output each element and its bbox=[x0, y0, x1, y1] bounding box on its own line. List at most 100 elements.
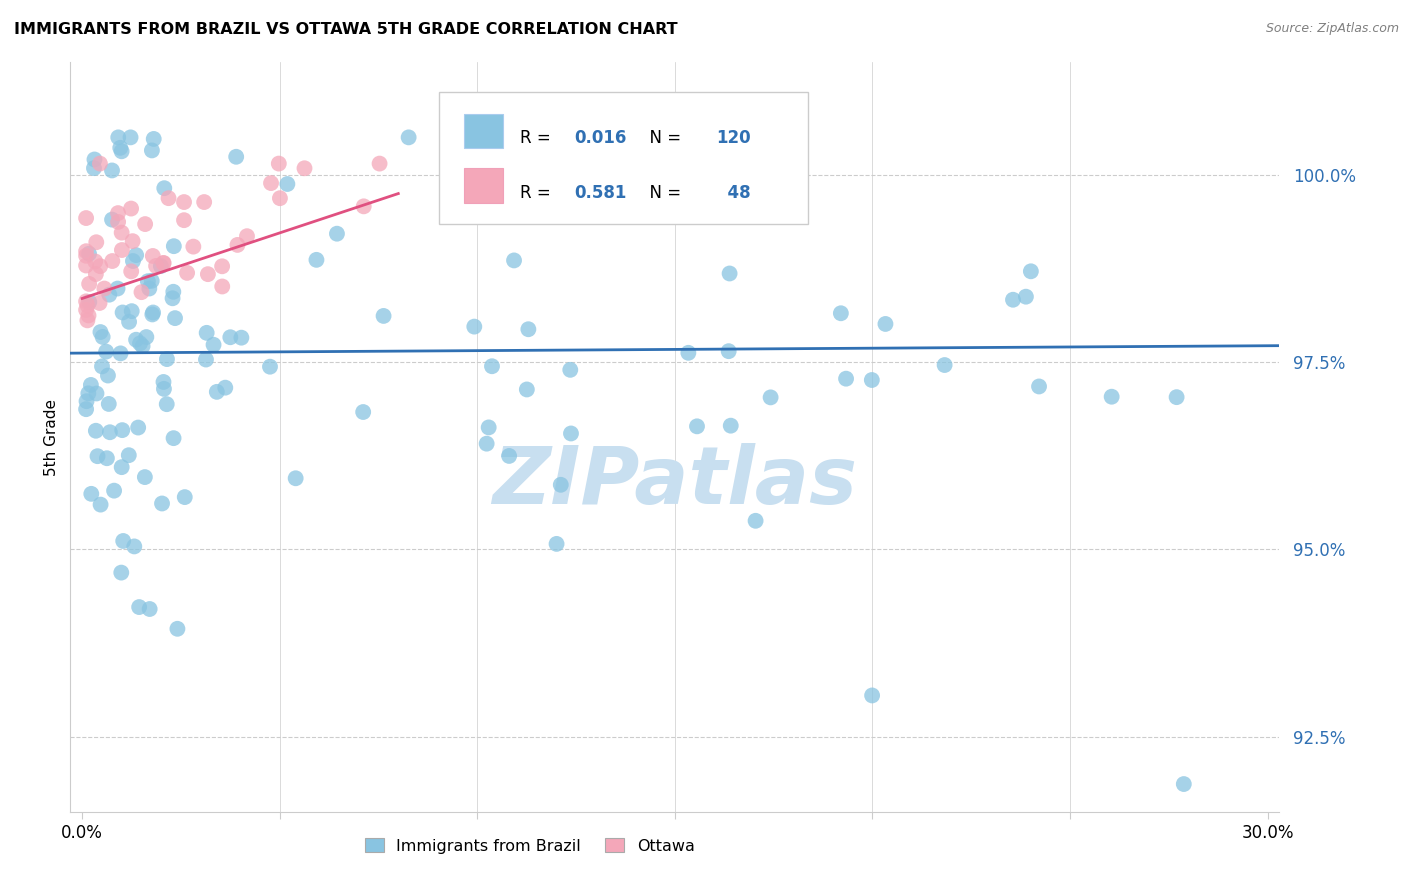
Point bbox=[163, 239, 186, 253]
Point bbox=[276, 177, 298, 191]
Point bbox=[84, 254, 107, 268]
Point bbox=[205, 384, 228, 399]
Point bbox=[284, 471, 307, 485]
Point bbox=[305, 252, 328, 267]
Point bbox=[75, 294, 97, 309]
Point bbox=[517, 322, 540, 336]
Point bbox=[101, 254, 124, 268]
Point bbox=[352, 405, 374, 419]
Point bbox=[141, 144, 163, 158]
Point bbox=[214, 381, 236, 395]
Point bbox=[744, 514, 766, 528]
Point bbox=[260, 176, 283, 190]
Point bbox=[138, 602, 160, 616]
Text: R =: R = bbox=[520, 129, 557, 147]
Point bbox=[211, 260, 233, 274]
Point bbox=[101, 212, 124, 227]
Point bbox=[107, 206, 129, 220]
Point bbox=[91, 330, 114, 344]
Point bbox=[110, 145, 132, 159]
Point bbox=[111, 305, 134, 319]
Point bbox=[118, 448, 141, 462]
Point bbox=[398, 130, 420, 145]
Point bbox=[197, 267, 219, 281]
Point bbox=[481, 359, 503, 374]
Point bbox=[546, 537, 568, 551]
Point bbox=[153, 181, 176, 195]
Point bbox=[77, 246, 100, 260]
Point bbox=[75, 259, 97, 273]
Point bbox=[124, 540, 146, 554]
Text: Source: ZipAtlas.com: Source: ZipAtlas.com bbox=[1265, 22, 1399, 36]
Point bbox=[121, 234, 143, 248]
Point bbox=[111, 460, 134, 475]
Point bbox=[142, 249, 165, 263]
Point bbox=[103, 483, 125, 498]
Point bbox=[97, 397, 120, 411]
Point bbox=[134, 470, 156, 484]
Y-axis label: 5th Grade: 5th Grade bbox=[44, 399, 59, 475]
Point bbox=[231, 331, 253, 345]
Point bbox=[875, 317, 897, 331]
Point bbox=[96, 451, 118, 466]
Point bbox=[1001, 293, 1024, 307]
Point bbox=[152, 256, 174, 270]
Point bbox=[1166, 390, 1188, 404]
Point bbox=[145, 259, 167, 273]
Point bbox=[236, 229, 259, 244]
Point bbox=[125, 333, 148, 347]
Point bbox=[150, 496, 173, 510]
Point bbox=[560, 363, 582, 377]
Point bbox=[79, 295, 101, 310]
Point bbox=[1101, 390, 1123, 404]
Point bbox=[166, 622, 188, 636]
Point bbox=[80, 378, 103, 392]
Text: R =: R = bbox=[520, 184, 557, 202]
Point bbox=[368, 156, 391, 170]
Point bbox=[720, 418, 742, 433]
Point bbox=[718, 267, 741, 281]
Text: 48: 48 bbox=[716, 184, 751, 202]
Point bbox=[141, 308, 163, 322]
Text: ZIPatlas: ZIPatlas bbox=[492, 443, 858, 521]
Point bbox=[162, 291, 184, 305]
Point bbox=[353, 199, 375, 213]
Point bbox=[934, 358, 956, 372]
Point bbox=[107, 130, 129, 145]
Point bbox=[153, 382, 176, 396]
Point bbox=[202, 337, 225, 351]
Point bbox=[269, 191, 291, 205]
Point bbox=[194, 352, 217, 367]
Point bbox=[89, 156, 111, 170]
Point bbox=[835, 372, 858, 386]
Point bbox=[97, 368, 120, 383]
Point bbox=[110, 141, 132, 155]
Text: 0.016: 0.016 bbox=[575, 129, 627, 147]
Point bbox=[294, 161, 316, 176]
Point bbox=[717, 344, 740, 359]
Point bbox=[131, 285, 153, 300]
FancyBboxPatch shape bbox=[464, 168, 503, 202]
Point bbox=[463, 319, 485, 334]
Point bbox=[173, 195, 195, 210]
Point bbox=[162, 285, 184, 299]
Point bbox=[163, 311, 186, 326]
FancyBboxPatch shape bbox=[439, 93, 808, 224]
Point bbox=[157, 191, 180, 205]
Point bbox=[830, 306, 852, 320]
Point bbox=[173, 490, 195, 504]
Point bbox=[76, 394, 98, 409]
Point bbox=[110, 566, 132, 580]
Point bbox=[478, 420, 501, 434]
Point bbox=[225, 150, 247, 164]
Point bbox=[759, 390, 782, 404]
Point bbox=[1015, 290, 1038, 304]
Point bbox=[89, 296, 111, 310]
Point bbox=[475, 436, 498, 450]
Point bbox=[101, 163, 124, 178]
Point bbox=[127, 420, 149, 434]
Text: N =: N = bbox=[638, 184, 686, 202]
Point bbox=[120, 202, 142, 216]
Point bbox=[118, 315, 141, 329]
Point bbox=[560, 426, 582, 441]
